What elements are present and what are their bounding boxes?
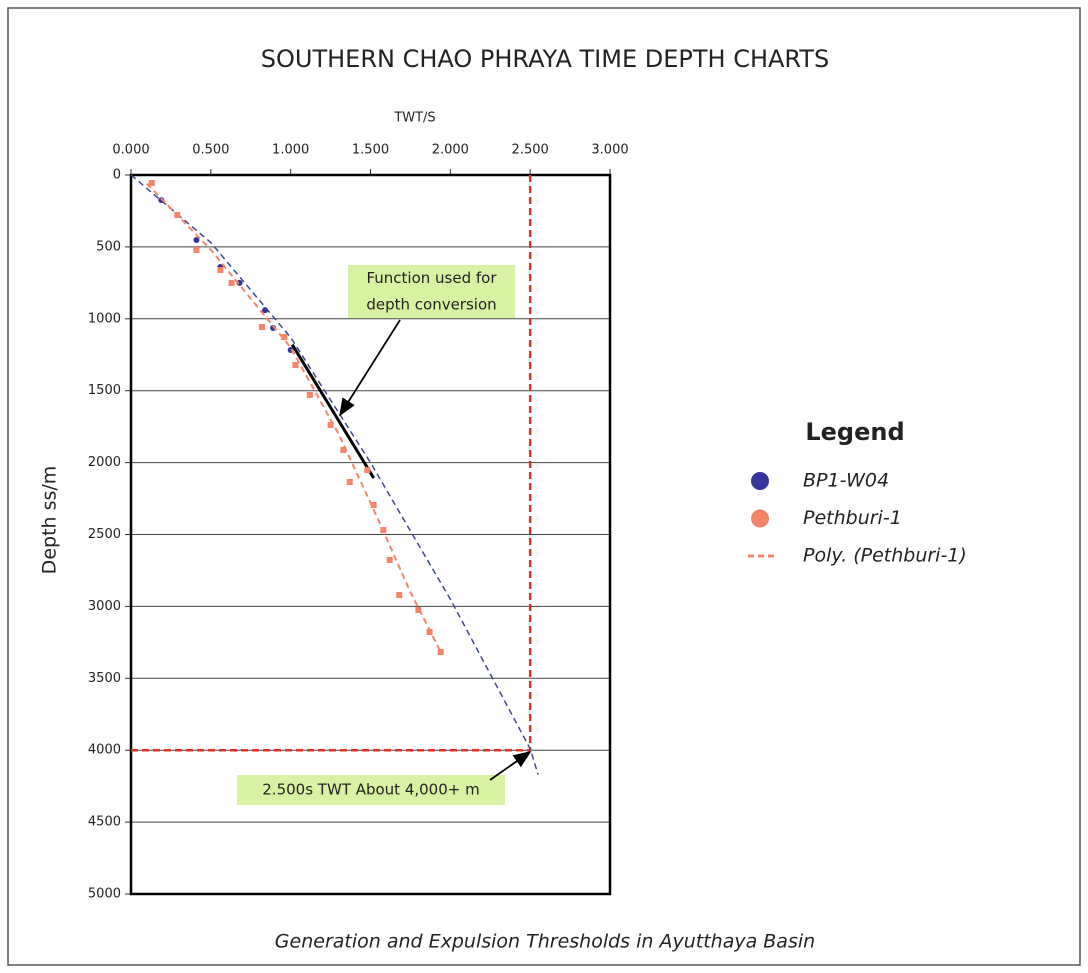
point (340, 446, 347, 453)
annotation-arrow (489, 750, 532, 781)
point (396, 592, 403, 599)
x-tick-label: 2.000 (432, 143, 469, 158)
x-tick-label: 0.500 (192, 143, 229, 158)
trend-line (146, 182, 442, 653)
point (292, 361, 299, 368)
point (327, 422, 334, 429)
point (217, 267, 224, 274)
point (306, 392, 313, 399)
y-tick-label: 1000 (88, 311, 121, 326)
point (437, 648, 444, 655)
point (262, 307, 269, 314)
legend-label: BP1-W04 (803, 470, 889, 492)
annotation-box (348, 265, 515, 318)
legend-marker (751, 509, 769, 528)
x-tick-label: 0.000 (112, 143, 149, 158)
annotation-arrow (339, 319, 401, 417)
x-tick-label: 1.000 (272, 143, 309, 158)
x-axis-label: TWT/S (393, 111, 435, 126)
y-tick-label: 3000 (88, 599, 121, 614)
legend-title: Legend (805, 418, 904, 446)
legend-label: Poly. (Pethburi-1) (803, 545, 967, 567)
annotation-text: 2.500s TWT About 4,000+ m (262, 781, 479, 799)
x-tick-label: 3.000 (591, 143, 628, 158)
x-tick-label: 1.500 (352, 143, 389, 158)
plot-border (129, 173, 612, 896)
caption: Generation and Expulsion Thresholds in A… (275, 931, 815, 953)
legend-label: Pethburi-1 (803, 507, 902, 529)
point (148, 180, 155, 187)
point (258, 323, 265, 330)
extrapolation-curve (130, 174, 539, 775)
y-tick-label: 1500 (88, 383, 121, 398)
annotation-box (237, 775, 505, 805)
y-tick-label: 2500 (88, 527, 121, 542)
y-axis-label: Depth ss/m (39, 466, 61, 575)
y-tick-label: 5000 (88, 887, 121, 902)
function-line (290, 343, 375, 479)
y-tick-label: 4000 (88, 743, 121, 758)
point (364, 467, 371, 474)
y-tick-label: 2000 (88, 455, 121, 470)
point (386, 556, 393, 563)
point (281, 334, 288, 341)
frame (7, 7, 1081, 966)
point (228, 279, 235, 286)
point (193, 247, 200, 254)
x-tick-label: 2.500 (512, 143, 549, 158)
chart-title: SOUTHERN CHAO PHRAYA TIME DEPTH CHARTS (261, 45, 830, 73)
point (346, 479, 353, 486)
y-tick-label: 0 (113, 168, 121, 183)
legend-marker (751, 472, 769, 490)
y-tick-label: 500 (96, 239, 121, 254)
annotation-text: Function used for (366, 269, 497, 287)
point (370, 502, 377, 509)
point (193, 236, 200, 243)
y-tick-label: 3500 (88, 671, 121, 686)
y-tick-label: 4500 (88, 815, 121, 830)
annotation-text: depth conversion (366, 295, 496, 313)
